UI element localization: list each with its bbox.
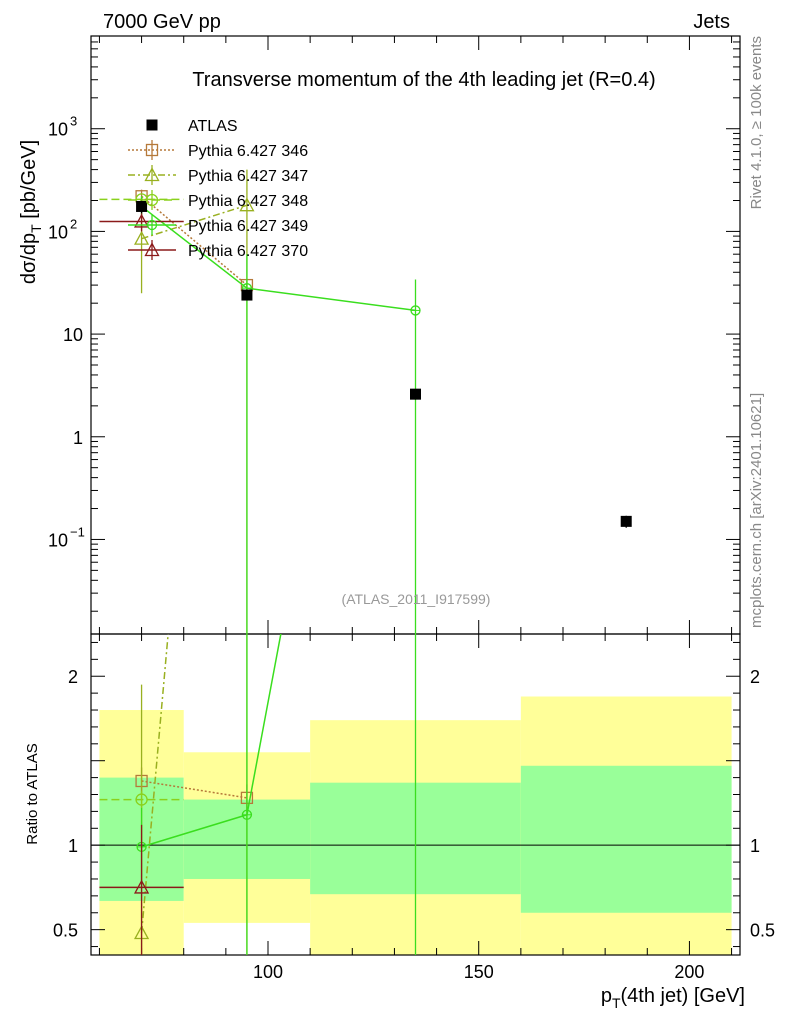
legend-label-3: Pythia 6.427 348: [188, 193, 308, 210]
y-axis-label-rest: [pb/GeV]: [18, 140, 40, 225]
x-axis-label-main: p: [601, 985, 612, 1007]
y-axis-label: dσ/dpT [pb/GeV]: [18, 140, 44, 284]
x-axis-label-rest: (4th jet) [GeV]: [621, 985, 746, 1007]
y-tick-label: 10: [48, 530, 68, 550]
legend-marker-5: [144, 242, 160, 257]
ratio-tick-label-right: 0.5: [750, 921, 775, 941]
process-label: Jets: [693, 11, 730, 33]
mcplots-label: mcplots.cern.ch [arXiv:2401.10621]: [748, 393, 765, 628]
chart-title: Transverse momentum of the 4th leading j…: [192, 69, 655, 91]
x-axis-label: pT(4th jet) [GeV]: [601, 985, 745, 1011]
ratio-y-axis-label: Ratio to ATLAS: [24, 743, 41, 844]
x-tick-label: 100: [253, 962, 283, 982]
x-tick-label: 150: [464, 962, 494, 982]
legend-marker-0: [146, 119, 158, 131]
legend-label-1: Pythia 6.427 346: [188, 143, 308, 160]
series-1-line: [141, 204, 248, 240]
rivet-label: Rivet 4.1.0, ≥ 100k events: [748, 36, 765, 209]
legend-marker-1: [145, 143, 159, 157]
y-tick-label-exponent: −1: [70, 524, 85, 539]
ratio-plot-marks: [99, 634, 417, 955]
analysis-id: (ATLAS_2011_I917599): [342, 591, 491, 607]
y-tick-label: 1: [73, 428, 83, 448]
ratio-tick-label-left: 1: [68, 836, 78, 856]
ratio-tick-label-right: 2: [750, 667, 760, 687]
legend-marker-3: [145, 193, 159, 207]
ratio-tick-label-left: 0.5: [53, 921, 78, 941]
atlas-point-3: [620, 515, 632, 527]
series-1-point-1: [239, 197, 255, 212]
legend-marker-2: [144, 167, 160, 182]
ratio-tick-label-left: 2: [68, 667, 78, 687]
series-4-point-0: [133, 213, 150, 228]
green-band-3: [520, 765, 732, 913]
legend-label-5: Pythia 6.427 370: [188, 243, 308, 260]
series-4-ratio-point-0: [133, 879, 150, 894]
y-tick-label-exponent: 3: [70, 114, 77, 129]
y-tick-label: 10: [48, 120, 68, 140]
y-tick-label: 10: [48, 222, 68, 242]
legend-label-2: Pythia 6.427 347: [188, 168, 308, 185]
y-axis-label-sub: T: [28, 224, 44, 233]
legend: ATLAS Pythia 6.427 346 Pythia 6.427 347 Pyt…: [128, 118, 308, 260]
atlas-point-2: [410, 388, 421, 400]
series-0-ratio-line: [141, 780, 248, 799]
series-1-point-0: [133, 230, 150, 245]
x-axis-label-sub: T: [612, 995, 621, 1011]
legend-label-0: ATLAS: [188, 118, 238, 135]
y-tick-label: 10: [63, 325, 83, 345]
series-0-line: [141, 195, 248, 286]
legend-label-4: Pythia 6.427 349: [188, 218, 308, 235]
main-plot-marks: [99, 169, 632, 634]
atlas-point-0: [136, 200, 148, 212]
series-2-ratio-point-0: [135, 793, 148, 806]
energy-label: 7000 GeV pp: [103, 11, 221, 33]
x-tick-label: 200: [674, 962, 704, 982]
axis-ticks: [91, 35, 740, 955]
ratio-tick-label-right: 1: [750, 836, 760, 856]
y-tick-label-exponent: 2: [70, 216, 77, 231]
series-1-ratio-line: [140, 634, 169, 934]
y-axis-label-main: dσ/dp: [18, 233, 40, 284]
atlas-point-1: [241, 289, 253, 301]
